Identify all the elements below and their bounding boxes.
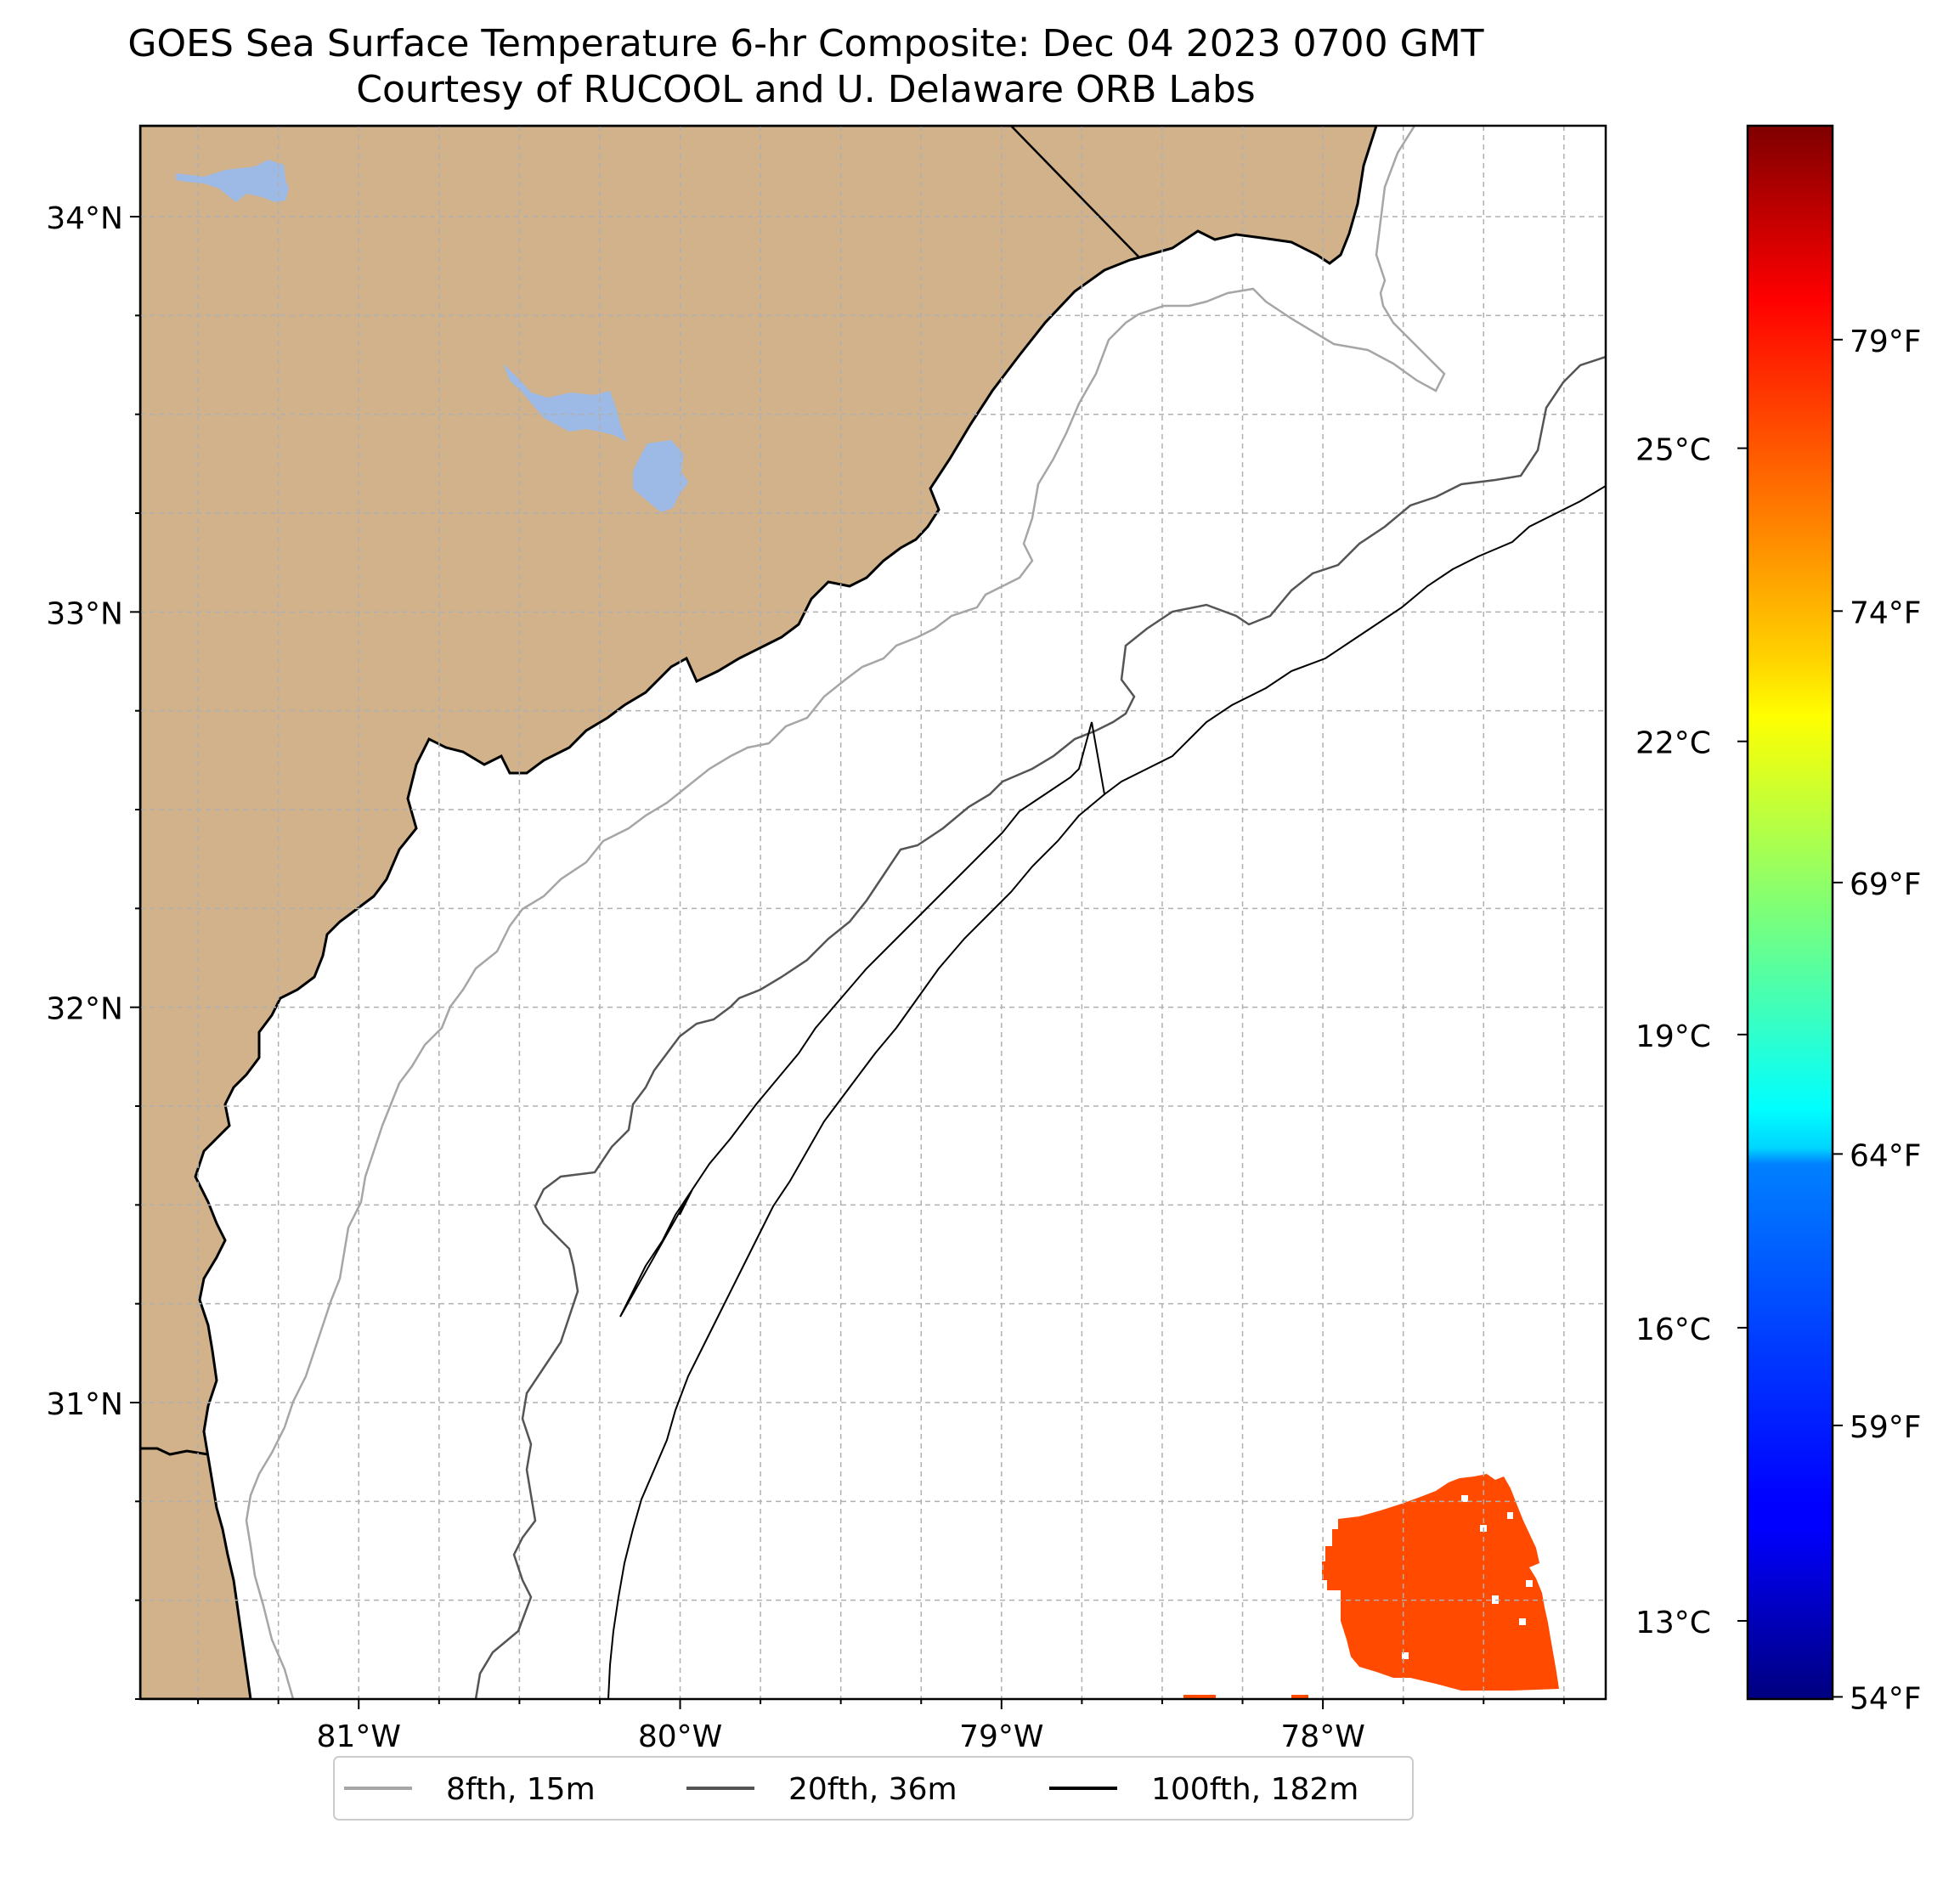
colorbar-f-label: 64°F — [1850, 1138, 1922, 1173]
sst-patch — [1322, 1474, 1559, 1691]
lon-tick-label: 80°W — [638, 1719, 722, 1754]
land-mass — [140, 126, 1378, 1699]
lon-tick-label: 78°W — [1280, 1719, 1364, 1754]
sst-fragment-2 — [1291, 1695, 1308, 1699]
map-subtitle: Courtesy of RUCOOL and U. Delaware ORB L… — [356, 68, 1256, 111]
longitude-axis: 81°W 80°W 79°W 78°W — [197, 1699, 1565, 1754]
colorbar-f-label: 74°F — [1850, 596, 1922, 630]
state-border — [1010, 126, 1139, 257]
lat-tick-label: 31°N — [46, 1387, 123, 1422]
isobath-100fth-182m-south — [607, 793, 1105, 1699]
lat-tick-label: 34°N — [46, 201, 123, 236]
colorbar-fahrenheit-axis: 54°F 59°F 64°F 69°F 74°F 79°F — [1833, 325, 1922, 1716]
lake-marion — [176, 160, 289, 202]
colorbar-f-label: 59°F — [1850, 1410, 1922, 1445]
county-border-ga — [140, 1447, 209, 1456]
colorbar-c-label: 25°C — [1635, 433, 1711, 468]
lake-moultrie — [503, 364, 627, 442]
map-frame — [138, 124, 1607, 1701]
lake-small — [633, 440, 688, 512]
lat-tick-label: 33°N — [46, 596, 123, 631]
legend-label: 20fth, 36m — [788, 1772, 957, 1807]
colorbar-c-label: 19°C — [1635, 1019, 1711, 1054]
lon-tick-label: 79°W — [959, 1719, 1043, 1754]
lat-tick-label: 32°N — [46, 992, 123, 1027]
legend-box — [333, 1756, 1414, 1821]
lon-tick-label: 81°W — [317, 1719, 401, 1754]
sst-fragment-1 — [1183, 1695, 1216, 1699]
colorbar-c-label: 22°C — [1635, 726, 1711, 761]
colorbar-c-label: 16°C — [1635, 1313, 1711, 1347]
legend-label: 100fth, 182m — [1151, 1772, 1358, 1807]
isobath-8fth-15m — [245, 126, 1446, 1699]
colorbar-celsius-axis: 13°C 16°C 19°C 22°C 25°C — [1635, 433, 1748, 1640]
isobath-100fth-182m — [619, 485, 1606, 1318]
isobath-legend: 8fth, 15m 20fth, 36m 100fth, 182m — [333, 1756, 1414, 1821]
colorbar-f-label: 54°F — [1850, 1681, 1922, 1716]
latitude-axis: 34°N 33°N 32°N 31°N — [46, 201, 140, 1700]
colorbar-f-label: 79°F — [1850, 325, 1922, 359]
map-title: GOES Sea Surface Temperature 6-hr Compos… — [127, 22, 1484, 65]
isobath-20fth-36m — [474, 355, 1606, 1699]
colorbar-c-label: 13°C — [1635, 1606, 1711, 1640]
colorbar-f-label: 69°F — [1850, 867, 1922, 902]
colorbar-gradient — [1746, 124, 1834, 1701]
legend-label: 8fth, 15m — [446, 1772, 596, 1807]
gridlines — [140, 126, 1606, 1699]
